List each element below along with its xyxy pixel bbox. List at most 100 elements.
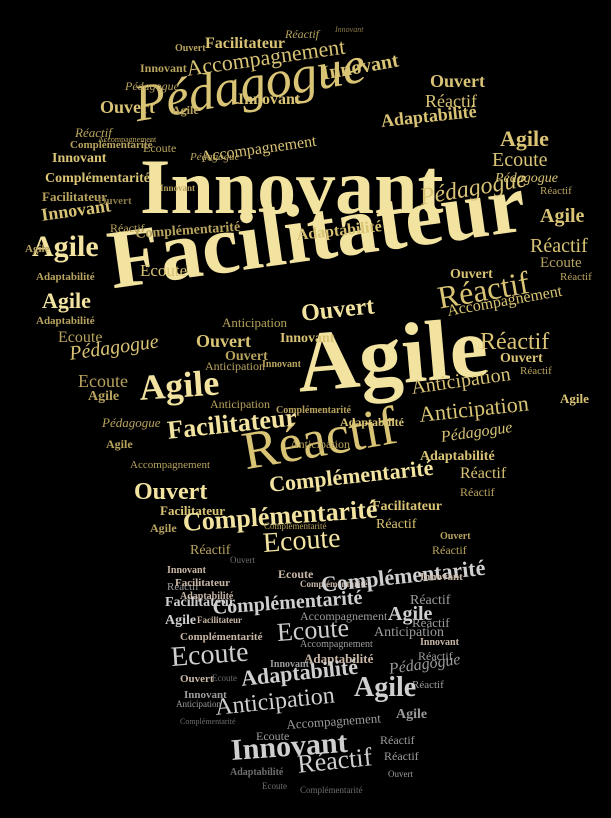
word-adaptabilite-top: Adaptabilité — [379, 100, 478, 131]
word-innovant-top-small: Innovant — [335, 25, 364, 34]
word-innovant-left-small: Innovant — [160, 183, 196, 193]
word-agile-left-small-2: Agile — [88, 389, 120, 404]
word-ecoute-top: Ecoute — [143, 141, 177, 155]
word-reactif-base-7: Réactif — [384, 749, 419, 763]
word-ouvert-base-tiny: Ouvert — [388, 769, 413, 779]
word-pedagogue-left-2: Pédagogue — [102, 415, 161, 430]
word-agile-top: Agile — [172, 103, 199, 117]
word-ecoute-mid: Ecoute — [140, 261, 188, 280]
word-agile-base-2: Agile — [388, 603, 433, 625]
word-adaptabilite-base-small: Adaptabilité — [230, 767, 284, 778]
word-ecoute-left: Ecoute — [58, 329, 103, 346]
word-agile-right-3: Agile — [560, 391, 589, 406]
word-facilitateur-base-1: Facilitateur — [175, 577, 230, 589]
word-reactif-base-2: Réactif — [410, 593, 451, 608]
word-reactif-right-small: Réactif — [540, 185, 572, 197]
word-reactif-top-2: Réactif — [425, 91, 477, 111]
word-facilitateur-base-3: Facilitateur — [197, 615, 242, 625]
word-adaptabilite-base-1: Adaptabilité — [180, 591, 234, 602]
word-reactif-base-8: Réactif — [295, 742, 374, 779]
word-ecoute-base-1: Ecoute — [278, 567, 314, 581]
word-complementarite-base-small: Complémentarité — [300, 579, 368, 589]
word-adaptabilite-left: Adaptabilité — [36, 271, 95, 283]
word-reactif-base-4: Réactif — [418, 649, 453, 663]
word-reactif-right-small-4: Réactif — [460, 485, 495, 499]
word-adaptabilite-left-2: Adaptabilité — [36, 315, 95, 327]
word-agile-left-2: Agile — [42, 288, 91, 313]
word-anticipation-mid: Anticipation — [222, 315, 287, 330]
word-ecoute-base-small: Ecoute — [212, 673, 237, 683]
word-agile-left-1: Agile — [32, 230, 99, 263]
word-ecoute-left-2: Ecoute — [78, 371, 128, 391]
word-reactif-right-6: Réactif — [432, 543, 467, 557]
word-reactif-base-6: Réactif — [380, 733, 415, 747]
word-ecoute-right-2: Ecoute — [540, 255, 582, 271]
word-reactif-right-3: Réactif — [480, 329, 550, 355]
word-reactif-top: Réactif — [285, 27, 319, 41]
word-innovant-left: Innovant — [52, 151, 107, 166]
word-agile-left-small: Agile — [25, 243, 50, 255]
word-ecoute-base-3: Ecoute — [169, 636, 250, 673]
word-anticipation-mid-2: Anticipation — [205, 359, 265, 373]
word-reactif-base-5: Réactif — [412, 679, 444, 691]
word-complementarite-left: Complémentarité — [70, 139, 153, 151]
word-complementarite-tiny: Complémentarité — [264, 521, 327, 531]
word-agile-base-1: Agile — [165, 613, 197, 628]
word-innovant-base-4: Innovant — [270, 659, 309, 670]
word-innovant-base-3: Innovant — [420, 637, 459, 648]
word-reactif-right-2: Réactif — [530, 235, 588, 257]
word-reactif-base-1: Réactif — [167, 581, 199, 593]
word-reactif-right-small-2: Réactif — [560, 271, 592, 283]
word-complementarite-small: Complémentarité — [276, 405, 351, 416]
word-ecoute-base-4: Ecoute — [256, 729, 290, 743]
word-adaptabilite-right: Adaptabilité — [420, 449, 495, 464]
word-reactif-base-3: Réactif — [412, 615, 450, 630]
word-pedagogue-right-3: Pédagogue — [439, 418, 514, 446]
word-ouvert-top: Ouvert — [175, 43, 206, 54]
word-agile-base-3: Agile — [354, 672, 417, 703]
word-accompagnement-base-2: Accompagnement — [300, 639, 373, 650]
word-accompagnement-small: Accompagnement — [98, 135, 157, 144]
word-anticipation-base-small: Anticipation — [176, 699, 221, 709]
word-facilitateur-right: Facilitateur — [372, 499, 442, 514]
word-anticipation-mid-4: Anticipation — [290, 437, 350, 451]
word-agile-left-small-4: Agile — [150, 521, 177, 535]
word-pedagogue-top: Pédagogue — [125, 79, 179, 93]
word-ouvert-left-small: Ouvert — [98, 195, 132, 207]
word-reactif-right-small-3: Réactif — [520, 365, 552, 377]
word-reactif-left-2: Réactif — [110, 221, 145, 235]
word-pedagogue-right: Pédagogue — [495, 171, 558, 186]
word-ouvert-right-mid: Ouvert — [450, 267, 493, 282]
word-complementarite-left-2: Complémentarité — [45, 171, 150, 186]
word-innovant-top: Innovant — [140, 61, 187, 75]
word-innovant-mid-small: Innovant — [262, 359, 301, 370]
word-ouvert-right-small: Ouvert — [440, 531, 471, 542]
word-agile-right-1: Agile — [500, 126, 549, 151]
word-ouvert-left-2: Ouvert — [196, 331, 251, 351]
word-anticipation-mid-3: Anticipation — [210, 397, 270, 411]
word-adaptabilite-base-2: Adaptabilité — [304, 651, 374, 666]
word-innovant-base-small: Innovant — [167, 565, 206, 576]
word-accompagnement-base-1: Accompagnement — [300, 609, 388, 623]
word-adaptabilite-base-3: Adaptabilité — [239, 653, 360, 691]
word-pedagogue-small: Pédagogue — [190, 151, 240, 163]
word-reactif-left: Réactif — [75, 125, 112, 140]
word-adaptabilite-mid-2: Adaptabilité — [340, 415, 405, 429]
word-complementarite-base-tiny-2: Complémentarité — [300, 785, 363, 795]
word-agile-base-4: Agile — [396, 707, 428, 722]
word-ecoute-base-small-2: Ecoute — [262, 781, 287, 791]
word-facilitateur-base-2: Facilitateur — [165, 595, 235, 610]
word-agile-right-2: Agile — [540, 205, 585, 227]
word-facilitateur-top: Facilitateur — [205, 35, 285, 52]
word-innovant-large: Innovant — [140, 143, 444, 230]
word-innovant-base-5: Innovant — [184, 689, 227, 701]
word-agile-left-small-3: Agile — [106, 437, 133, 451]
word-ouvert-left-3: Ouvert — [134, 479, 208, 505]
word-ouvert-base-1: Ouvert — [180, 673, 214, 685]
word-ouvert-base-small: Ouvert — [230, 555, 255, 565]
word-facilitateur-left-2: Facilitateur — [160, 503, 225, 518]
word-accompagnement-left: Accompagnement — [130, 459, 211, 471]
word-ouvert-mid-small: Ouvert — [225, 349, 268, 364]
word-anticipation-base-1: Anticipation — [374, 625, 444, 640]
